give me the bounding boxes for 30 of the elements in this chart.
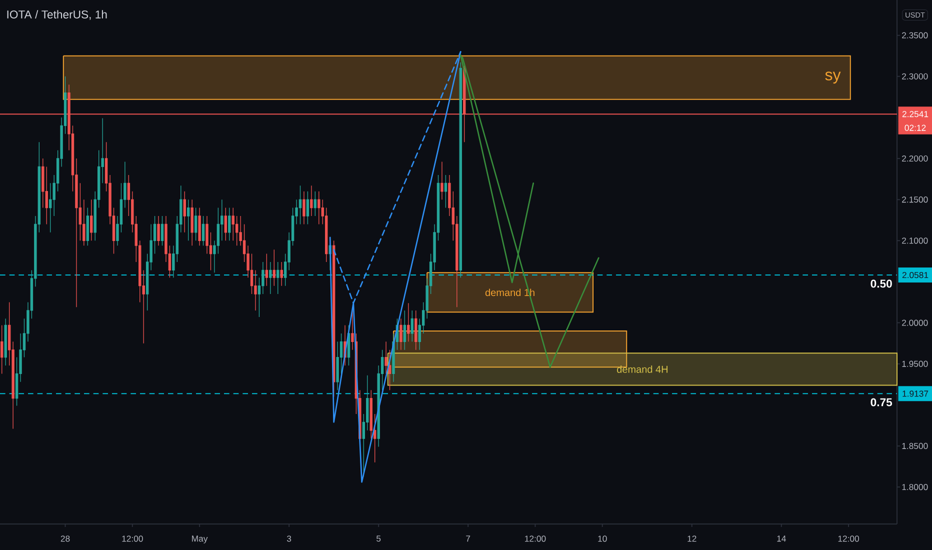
y-tick-label: 1.8000 xyxy=(902,484,928,490)
annotation: 0.75 xyxy=(870,398,892,406)
legend-label: demand 4H xyxy=(617,366,668,373)
y-tick-label: 2.1000 xyxy=(902,238,928,244)
annotation: 0.50 xyxy=(870,280,892,288)
x-tick-label: 12 xyxy=(688,536,696,542)
x-tick-label: 14 xyxy=(777,536,786,542)
ref-line-label: 1.9137 xyxy=(902,390,928,397)
y-tick-label: 1.9500 xyxy=(902,360,928,367)
x-tick-label: May xyxy=(192,536,208,544)
x-tick-label: 28 xyxy=(60,536,70,542)
y-tick-label: 2.3500 xyxy=(902,32,928,38)
legend-label: sy xyxy=(825,72,841,84)
y-tick-label: 2.1500 xyxy=(902,196,928,203)
x-tick-label: 12:00 xyxy=(525,536,546,542)
ref-line-label: 2.0581 xyxy=(902,272,928,278)
x-tick-label: 3 xyxy=(286,536,292,542)
text: IOTA / TetherUS, 1h xyxy=(7,10,107,20)
x-tick-label: 5 xyxy=(376,536,381,542)
x-tick-label: 12:00 xyxy=(838,536,860,542)
x-tick-label: 12:00 xyxy=(122,536,143,542)
ref-line-label: 2.2541 xyxy=(902,111,928,118)
y-tick-label: 1.8500 xyxy=(902,442,928,450)
y-tick-label: 2.2000 xyxy=(902,155,928,162)
legend-label: demand 1h xyxy=(485,288,534,296)
annotation: 02:12 xyxy=(904,124,926,131)
x-tick-label: 7 xyxy=(466,536,470,542)
x-tick-label: 10 xyxy=(598,536,607,542)
y-tick-label: 2.0000 xyxy=(902,320,928,326)
y-tick-label: 2.3000 xyxy=(902,73,928,80)
